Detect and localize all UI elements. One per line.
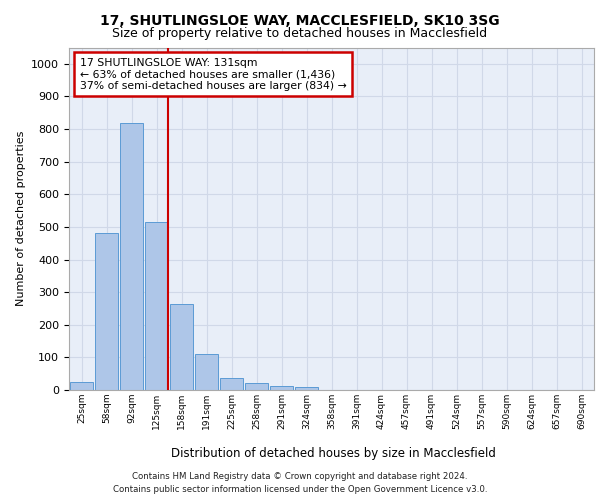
Bar <box>70 382 94 390</box>
Bar <box>145 222 169 390</box>
Text: 17, SHUTLINGSLOE WAY, MACCLESFIELD, SK10 3SG: 17, SHUTLINGSLOE WAY, MACCLESFIELD, SK10… <box>100 14 500 28</box>
Bar <box>245 384 268 390</box>
Text: Distribution of detached houses by size in Macclesfield: Distribution of detached houses by size … <box>170 448 496 460</box>
Bar <box>295 388 319 390</box>
Bar <box>95 234 118 390</box>
Bar <box>194 354 218 390</box>
Y-axis label: Number of detached properties: Number of detached properties <box>16 131 26 306</box>
Text: 17 SHUTLINGSLOE WAY: 131sqm
← 63% of detached houses are smaller (1,436)
37% of : 17 SHUTLINGSLOE WAY: 131sqm ← 63% of det… <box>79 58 346 91</box>
Bar <box>220 378 244 390</box>
Bar <box>119 122 143 390</box>
Bar <box>269 386 293 390</box>
Bar <box>170 304 193 390</box>
Text: Size of property relative to detached houses in Macclesfield: Size of property relative to detached ho… <box>112 28 488 40</box>
Text: Contains HM Land Registry data © Crown copyright and database right 2024.
Contai: Contains HM Land Registry data © Crown c… <box>113 472 487 494</box>
